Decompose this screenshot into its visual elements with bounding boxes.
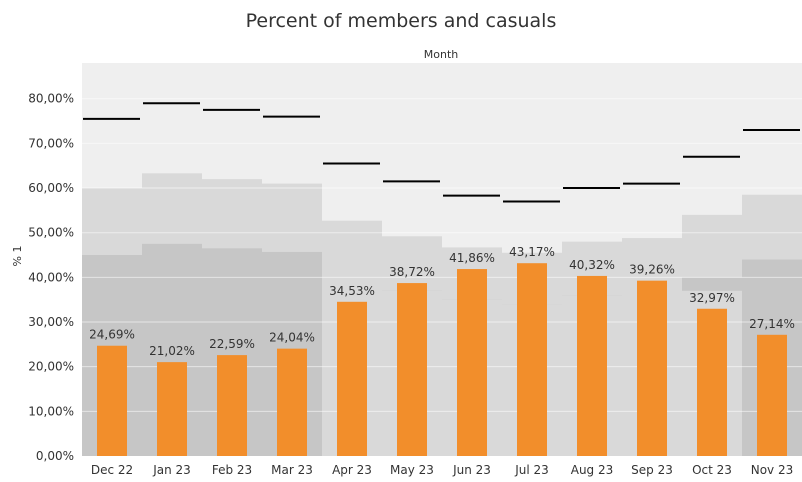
x-tick-label: Mar 23 <box>271 463 313 477</box>
y-axis-label: % 1 <box>11 246 24 267</box>
data-label: 24,69% <box>89 328 135 342</box>
x-tick-label: Jul 23 <box>514 463 549 477</box>
bar <box>637 280 667 456</box>
bar <box>277 348 307 456</box>
y-tick-labels: 0,00% 10,00% 20,00% 30,00% 40,00% 50,00% 60,00… <box>28 92 74 463</box>
bar <box>577 275 607 456</box>
data-label: 32,97% <box>689 291 735 305</box>
x-tick-labels: Dec 22 Jan 23 Feb 23 Mar 23 Apr 23 May 23 Jun … <box>91 463 793 477</box>
data-label: 38,72% <box>389 265 435 279</box>
bars-layer <box>97 263 787 456</box>
bar <box>157 362 187 456</box>
data-labels-layer: 24,69% 21,02% 22,59% 24,04% 34,53% 38,72% 41,8… <box>89 245 795 358</box>
y-tick-label: 10,00% <box>28 404 74 418</box>
x-tick-label: Dec 22 <box>91 463 133 477</box>
x-tick-label: Oct 23 <box>692 463 732 477</box>
data-label: 40,32% <box>569 258 615 272</box>
data-label: 43,17% <box>509 245 555 259</box>
bar <box>97 345 127 456</box>
column-header: Month <box>424 48 459 61</box>
bar <box>517 263 547 456</box>
bar <box>217 355 247 456</box>
y-tick-label: 40,00% <box>28 270 74 284</box>
y-tick-label: 20,00% <box>28 360 74 374</box>
data-label: 21,02% <box>149 344 195 358</box>
bar <box>337 301 367 456</box>
x-tick-label: Aug 23 <box>571 463 614 477</box>
x-tick-label: Feb 23 <box>212 463 252 477</box>
bar <box>697 308 727 456</box>
bar <box>757 334 787 456</box>
data-label: 39,26% <box>629 263 675 277</box>
y-tick-label: 70,00% <box>28 136 74 150</box>
reference-lines-layer <box>83 102 800 203</box>
y-tick-label: 80,00% <box>28 92 74 106</box>
chart-title: Percent of members and casuals <box>246 10 557 32</box>
y-tick-label: 60,00% <box>28 181 74 195</box>
y-tick-label: 0,00% <box>36 449 74 463</box>
x-tick-label: Nov 23 <box>751 463 794 477</box>
x-tick-label: Sep 23 <box>631 463 673 477</box>
x-tick-label: Jan 23 <box>152 463 191 477</box>
bar <box>397 283 427 456</box>
grid-layer <box>82 98 802 412</box>
y-tick-label: 50,00% <box>28 226 74 240</box>
bands-layer <box>82 63 802 457</box>
data-label: 24,04% <box>269 331 315 345</box>
x-tick-label: Jun 23 <box>452 463 491 477</box>
x-tick-label: Apr 23 <box>332 463 372 477</box>
data-label: 41,86% <box>449 251 495 265</box>
data-label: 34,53% <box>329 284 375 298</box>
data-label: 22,59% <box>209 337 255 351</box>
y-tick-label: 30,00% <box>28 315 74 329</box>
data-label: 27,14% <box>749 317 795 331</box>
x-tick-label: May 23 <box>390 463 434 477</box>
bar <box>457 269 487 456</box>
